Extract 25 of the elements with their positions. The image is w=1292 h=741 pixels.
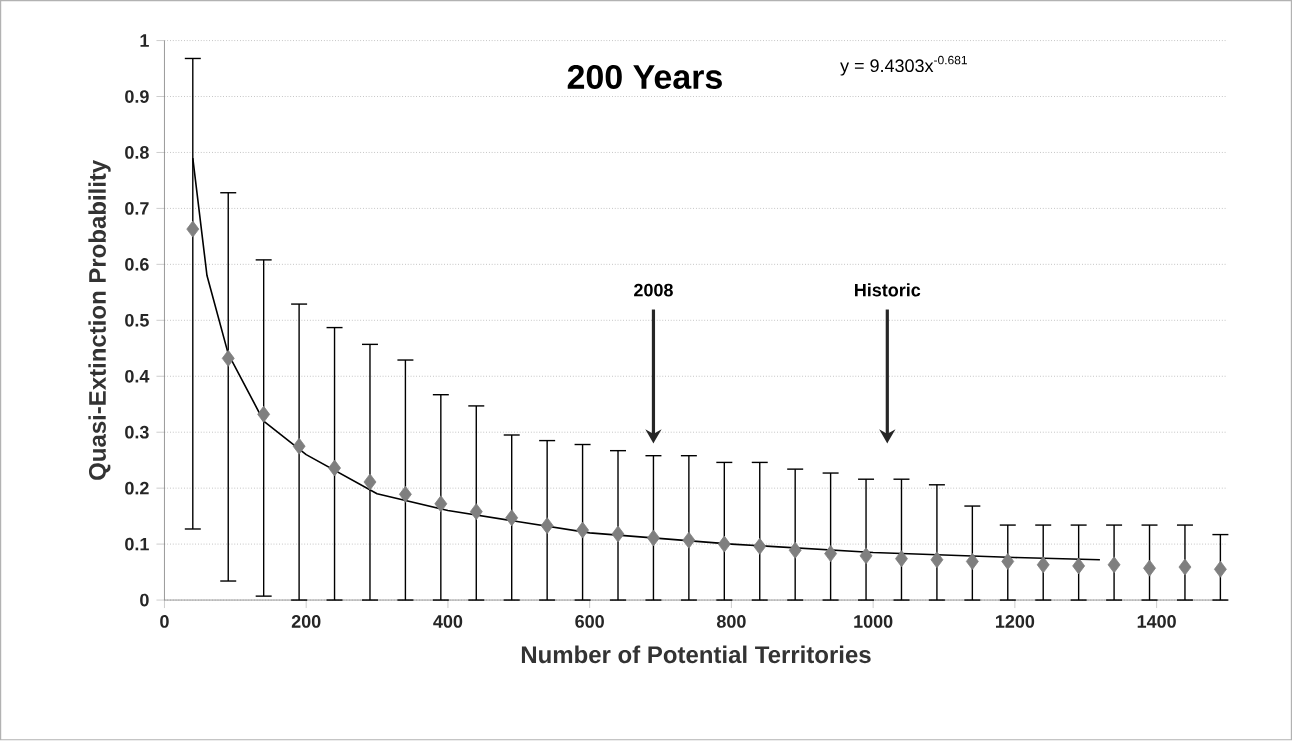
x-tick-label: 1400 bbox=[1137, 615, 1176, 629]
x-tick-label: 400 bbox=[433, 615, 463, 629]
y-tick-label: 0.1 bbox=[125, 537, 149, 551]
y-tick-label: 1 bbox=[140, 34, 149, 47]
y-tick-label: 0.5 bbox=[125, 314, 149, 327]
y-tick-label: 0.2 bbox=[125, 482, 149, 495]
annotation: y = 9.4303x$^{-0.681}$ bbox=[840, 56, 967, 76]
y-tick-label: 0.4 bbox=[125, 370, 150, 383]
annotation: Historic bbox=[855, 283, 921, 297]
x-axis-title: Number of Potential Territories bbox=[521, 645, 871, 664]
x-tick-label: 0 bbox=[160, 615, 169, 629]
y-tick-label: 0.8 bbox=[125, 146, 149, 160]
x-tick-label: 200 bbox=[291, 615, 321, 629]
y-tick-label: 0.3 bbox=[125, 426, 149, 439]
y-tick-label: 0 bbox=[140, 593, 149, 607]
text: 200 Years bbox=[567, 65, 722, 90]
y-tick-label: 0.9 bbox=[125, 90, 149, 104]
x-tick-label: 1200 bbox=[995, 615, 1035, 629]
x-tick-label: 600 bbox=[575, 615, 604, 629]
x-tick-label: 1000 bbox=[854, 615, 893, 629]
y-tick-label: 0.6 bbox=[125, 258, 149, 271]
annotation: 2008 bbox=[634, 283, 673, 297]
y-tick-label: 0.7 bbox=[125, 202, 149, 216]
y-axis-title: Quasi-Extinction Probability bbox=[88, 160, 111, 481]
x-tick-label: 800 bbox=[716, 615, 746, 629]
